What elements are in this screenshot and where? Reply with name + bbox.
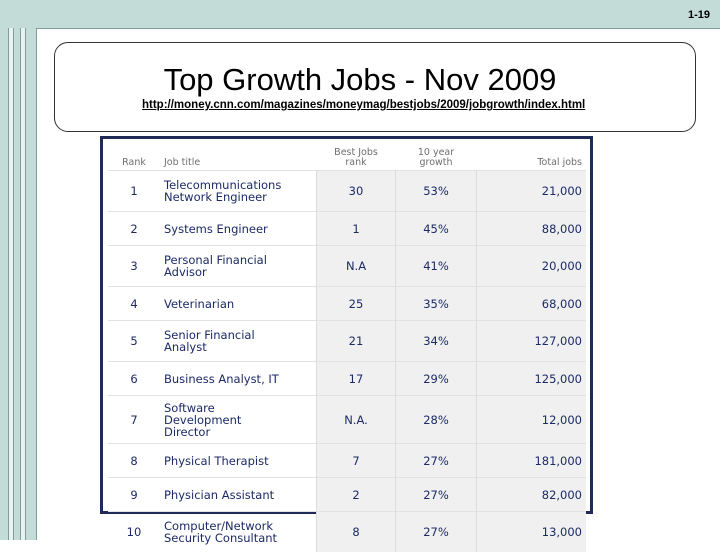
header-growth: 10 year growth [396, 141, 477, 171]
table-header-row: Rank Job title Best Jobs rank 10 year gr… [108, 141, 586, 171]
cell-job-title: Computer/Network Security Consultant [160, 512, 317, 552]
cell-growth: 28% [396, 396, 477, 444]
cell-rank: 10 [108, 512, 160, 552]
header-rank: Rank [108, 141, 160, 171]
cell-rank: 8 [108, 444, 160, 478]
header-total-jobs: Total jobs [477, 141, 587, 171]
sidebar-stripe [20, 28, 26, 540]
cell-total-jobs: 125,000 [477, 362, 587, 396]
cell-best-jobs-rank: N.A [317, 246, 396, 287]
cell-rank: 1 [108, 171, 160, 212]
cell-best-jobs-rank: 8 [317, 512, 396, 552]
left-sidebar-decoration [0, 28, 37, 540]
cell-best-jobs-rank: 21 [317, 321, 396, 362]
job-title-text: Physical Therapist [164, 454, 269, 468]
cell-growth: 34% [396, 321, 477, 362]
jobs-table-frame: Rank Job title Best Jobs rank 10 year gr… [100, 136, 593, 514]
cell-total-jobs: 21,000 [477, 171, 587, 212]
cell-rank: 3 [108, 246, 160, 287]
sidebar-stripe [8, 28, 14, 540]
job-title-text: Veterinarian [164, 297, 234, 311]
cell-best-jobs-rank: 1 [317, 212, 396, 246]
cell-job-title: Physical Therapist [160, 444, 317, 478]
cell-job-title: Physician Assistant [160, 478, 317, 512]
cell-growth: 29% [396, 362, 477, 396]
header-job-title: Job title [160, 141, 317, 171]
slide-title: Top Growth Jobs - Nov 2009 [0, 62, 720, 98]
cell-growth: 27% [396, 444, 477, 478]
cell-rank: 2 [108, 212, 160, 246]
cell-total-jobs: 12,000 [477, 396, 587, 444]
job-title-text: Business Analyst, IT [164, 372, 279, 386]
cell-job-title: Senior Financial Analyst [160, 321, 317, 362]
cell-growth: 41% [396, 246, 477, 287]
cell-growth: 35% [396, 287, 477, 321]
job-title-text: Software Development Director [164, 401, 241, 439]
cell-rank: 5 [108, 321, 160, 362]
job-title-text: Computer/Network Security Consultant [164, 519, 277, 545]
cell-rank: 4 [108, 287, 160, 321]
cell-best-jobs-rank: N.A. [317, 396, 396, 444]
cell-rank: 7 [108, 396, 160, 444]
cell-growth: 45% [396, 212, 477, 246]
cell-best-jobs-rank: 2 [317, 478, 396, 512]
job-title-text: Telecommunications Network Engineer [164, 178, 281, 204]
cell-job-title: Business Analyst, IT [160, 362, 317, 396]
cell-total-jobs: 88,000 [477, 212, 587, 246]
cell-best-jobs-rank: 25 [317, 287, 396, 321]
cell-total-jobs: 181,000 [477, 444, 587, 478]
job-title-text: Senior Financial Analyst [164, 328, 255, 354]
cell-best-jobs-rank: 30 [317, 171, 396, 212]
cell-total-jobs: 13,000 [477, 512, 587, 552]
header-best-jobs-rank: Best Jobs rank [317, 141, 396, 171]
cell-best-jobs-rank: 7 [317, 444, 396, 478]
job-title-text: Physician Assistant [164, 488, 274, 502]
cell-job-title: Veterinarian [160, 287, 317, 321]
cell-job-title: Systems Engineer [160, 212, 317, 246]
page-number: 1-19 [688, 9, 710, 21]
source-link[interactable]: http://money.cnn.com/magazines/moneymag/… [142, 99, 585, 111]
top-banner: 1-19 [0, 0, 720, 29]
cell-rank: 6 [108, 362, 160, 396]
job-title-text: Systems Engineer [164, 222, 268, 236]
cell-total-jobs: 68,000 [477, 287, 587, 321]
cell-growth: 27% [396, 478, 477, 512]
cell-rank: 9 [108, 478, 160, 512]
cell-job-title: Software Development Director [160, 396, 317, 444]
cell-total-jobs: 82,000 [477, 478, 587, 512]
cell-total-jobs: 20,000 [477, 246, 587, 287]
job-title-text: Personal Financial Advisor [164, 253, 267, 279]
cell-total-jobs: 127,000 [477, 321, 587, 362]
cell-best-jobs-rank: 17 [317, 362, 396, 396]
cell-growth: 27% [396, 512, 477, 552]
cell-job-title: Telecommunications Network Engineer [160, 171, 317, 212]
jobs-table: Rank Job title Best Jobs rank 10 year gr… [108, 141, 586, 552]
cell-job-title: Personal Financial Advisor [160, 246, 317, 287]
cell-growth: 53% [396, 171, 477, 212]
